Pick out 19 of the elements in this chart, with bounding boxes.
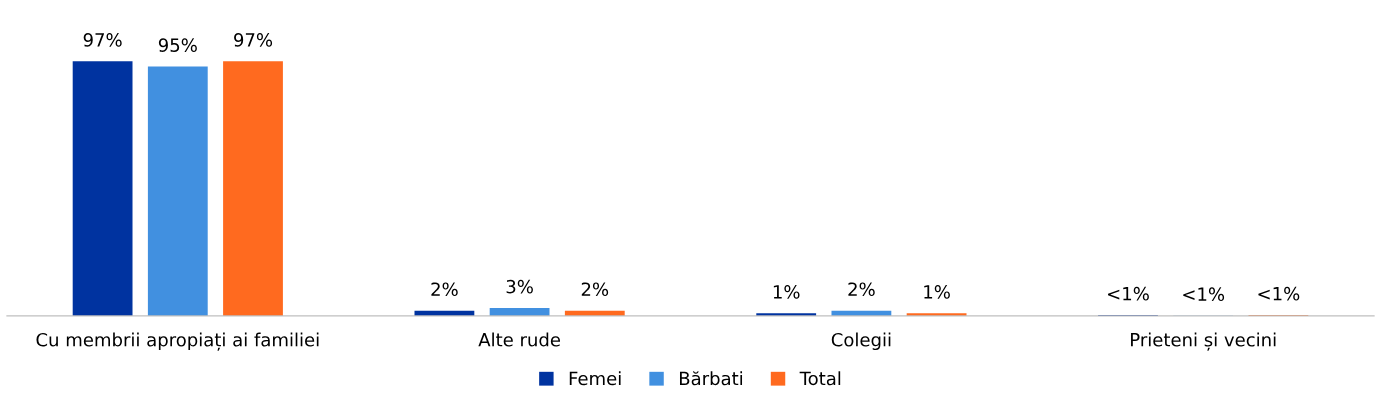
data-label: 2% xyxy=(581,282,609,297)
x-tick-label: Alte rude xyxy=(478,332,561,347)
data-label: 3% xyxy=(506,279,533,294)
x-tick-label: Colegii xyxy=(831,332,891,351)
legend-label: Total xyxy=(799,371,841,386)
data-label: <1% xyxy=(1258,286,1300,301)
data-label: 95% xyxy=(158,38,197,52)
data-label: 2% xyxy=(431,282,458,297)
data-label: 1% xyxy=(924,285,950,299)
data-label: 97% xyxy=(83,33,122,47)
x-tick-label: Cu membrii apropiați ai familiei xyxy=(36,332,319,351)
legend-label: Bărbati xyxy=(679,371,743,386)
data-label: 1% xyxy=(773,285,800,299)
data-label: <1% xyxy=(1183,287,1225,302)
legend-label: Femei xyxy=(569,371,621,386)
data-label: <1% xyxy=(1108,286,1149,301)
data-label: 97% xyxy=(234,33,273,47)
x-tick-label: Prieteni și vecini xyxy=(1131,332,1276,351)
data-label: 2% xyxy=(848,282,875,297)
